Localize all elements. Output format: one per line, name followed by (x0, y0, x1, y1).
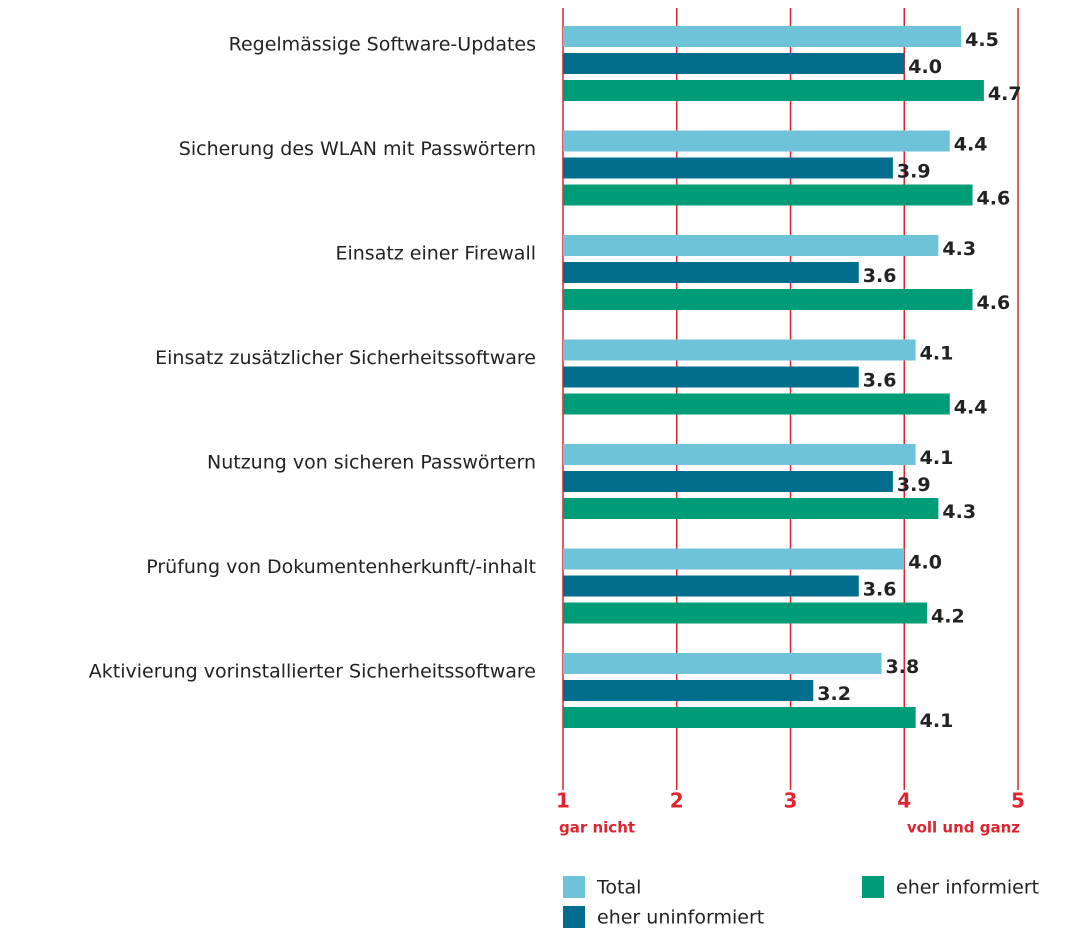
value-label: 4.7 (988, 83, 1022, 105)
category-label: Regelmässige Software-Updates (229, 34, 536, 56)
value-label: 4.1 (920, 710, 954, 732)
x-tick-label: 2 (670, 789, 684, 813)
value-label: 4.3 (942, 238, 976, 260)
value-label: 3.6 (863, 265, 897, 287)
bar (563, 602, 927, 624)
bar (563, 575, 859, 597)
axis-annotation: gar nicht (559, 819, 635, 837)
category-label: Aktivierung vorinstallierter Sicherheits… (89, 661, 536, 683)
value-label: 4.0 (908, 56, 942, 78)
category-label: Prüfung von Dokumentenherkunft/-inhalt (146, 556, 536, 578)
category-label: Sicherung des WLAN mit Passwörtern (179, 138, 536, 160)
value-label: 4.1 (920, 343, 954, 365)
legend-swatch (563, 906, 585, 928)
bar (563, 444, 916, 465)
bar (563, 53, 905, 74)
axis-annotation: voll und ganz (907, 819, 1020, 837)
bar (563, 130, 950, 152)
legend-label: eher informiert (896, 877, 1039, 899)
value-label: 3.9 (897, 161, 931, 183)
category-label: Nutzung von sicheren Passwörtern (207, 452, 536, 474)
category-label: Einsatz einer Firewall (335, 243, 536, 265)
x-tick-label: 5 (1011, 789, 1025, 813)
bar (563, 471, 893, 492)
legend-swatch (563, 876, 585, 898)
bar (563, 366, 859, 388)
bar (563, 184, 973, 206)
bar (563, 548, 905, 570)
bar (563, 707, 916, 728)
bar (563, 680, 814, 701)
bar (563, 393, 950, 415)
legend-label: Total (596, 877, 641, 899)
value-label: 4.0 (908, 552, 942, 574)
value-label: 3.6 (863, 579, 897, 601)
bar (563, 498, 939, 519)
bar (563, 26, 962, 47)
value-label: 4.4 (954, 397, 988, 419)
value-label: 4.6 (977, 292, 1011, 314)
x-tick-label: 3 (784, 789, 798, 813)
value-label: 3.8 (886, 656, 920, 678)
legend-label: eher uninformiert (597, 907, 764, 929)
value-label: 3.2 (817, 683, 851, 705)
value-label: 4.4 (954, 134, 988, 156)
value-label: 3.6 (863, 370, 897, 392)
bar (563, 339, 916, 361)
bar (563, 157, 893, 179)
value-label: 4.6 (977, 188, 1011, 210)
x-tick-label: 1 (556, 789, 570, 813)
bar (563, 80, 984, 101)
value-label: 4.5 (965, 29, 999, 51)
bar (563, 235, 939, 256)
category-label: Einsatz zusätzlicher Sicherheitssoftware (155, 347, 536, 369)
value-label: 4.2 (931, 606, 965, 628)
bar (563, 262, 859, 283)
value-label: 3.9 (897, 474, 931, 496)
bar (563, 289, 973, 310)
bar (563, 653, 882, 674)
legend-swatch (862, 876, 884, 898)
value-label: 4.3 (942, 501, 976, 523)
value-label: 4.1 (920, 447, 954, 469)
x-tick-label: 4 (897, 789, 911, 813)
